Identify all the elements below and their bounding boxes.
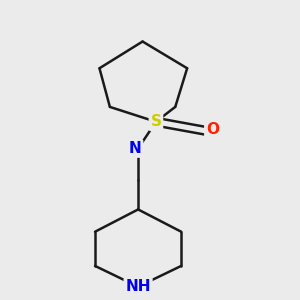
Text: NH: NH <box>125 279 151 294</box>
Text: N: N <box>129 141 142 156</box>
Text: O: O <box>206 122 219 137</box>
Text: S: S <box>150 114 161 129</box>
